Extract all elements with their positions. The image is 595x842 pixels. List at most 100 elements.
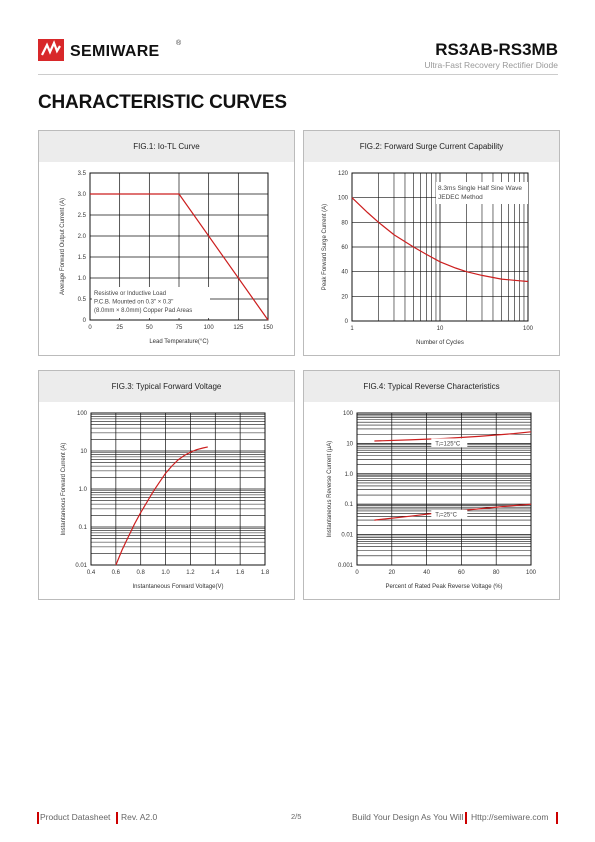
annotation-text: Resistive or Inductive Load [94, 291, 166, 297]
x-tick-label: 10 [437, 326, 444, 332]
y-tick-label: 10 [346, 441, 353, 447]
y-tick-label: 20 [341, 294, 348, 300]
annotation-box [92, 287, 210, 318]
fig2-title: FIG.2: Forward Surge Current Capability [304, 131, 559, 162]
y-tick-label: 100 [77, 411, 88, 417]
y-tick-label: 1.0 [79, 487, 88, 493]
y-tick-label: 1.5 [78, 255, 87, 261]
series-label-box [431, 438, 468, 448]
series-label-box [431, 509, 468, 519]
y-tick-label: 1.0 [345, 472, 354, 478]
y-tick-label: 0.5 [78, 297, 87, 303]
section-title: CHARACTERISTIC CURVES [38, 92, 287, 113]
x-tick-label: 80 [493, 570, 500, 576]
footer-bar [556, 812, 558, 824]
part-subtitle: Ultra-Fast Recovery Rectifier Diode [424, 60, 558, 70]
footer-revision: Rev. A2.0 [121, 812, 158, 822]
x-tick-label: 1.6 [236, 570, 245, 576]
x-tick-label: 20 [388, 570, 395, 576]
x-tick-label: 0.6 [112, 570, 121, 576]
y-tick-label: 2.5 [78, 213, 87, 219]
x-tick-label: 125 [233, 325, 244, 331]
footer-bar [116, 812, 118, 824]
annotation-box [436, 182, 528, 204]
x-tick-label: 50 [146, 325, 153, 331]
x-tick-label: 1.0 [161, 570, 170, 576]
footer-bar [465, 812, 467, 824]
footer-slogan: Build Your Design As You Will [352, 812, 464, 822]
x-tick-label: 100 [523, 326, 534, 332]
x-tick-label: 100 [526, 570, 537, 576]
y-tick-label: 0.01 [75, 563, 87, 569]
plot-frame [89, 172, 269, 321]
series-label: Tⱼ=125°C [435, 441, 461, 447]
footer-bar [37, 812, 39, 824]
y-tick-label: 0 [345, 319, 349, 325]
footer-page-number: 2/5 [291, 812, 302, 821]
x-tick-label: 1.8 [261, 570, 270, 576]
plot-frame [356, 412, 532, 566]
y-tick-label: 0 [83, 318, 87, 324]
x-tick-label: 0 [355, 570, 359, 576]
series-line [90, 193, 269, 321]
y-axis-label: Instantaneous Forward Current (A) [61, 443, 67, 536]
y-tick-label: 1.0 [78, 276, 87, 282]
x-axis-label: Percent of Rated Peak Reverse Voltage (%… [385, 584, 502, 590]
fig3-chart: 0.4 0.6 0.8 1.0 1.2 1.4 1.6 1.8 0.01 0.1 1.0 10 100 I… [61, 411, 270, 590]
y-tick-label: 0.1 [79, 525, 88, 531]
fig1-chart: 0 25 50 75 100 125 150 0 0.5 1.0 1.5 2.0 2.5 3.0 3.5 Le… [60, 171, 274, 345]
annotation-text: JEDEC Method [438, 194, 483, 201]
footer-url[interactable]: Http://semiware.com [471, 812, 549, 822]
y-tick-label: 3.5 [78, 171, 87, 177]
y-tick-label: 80 [341, 220, 348, 226]
x-tick-label: 0 [88, 325, 92, 331]
x-axis-label: Instantaneous Forward Voltage(V) [132, 584, 223, 590]
fig2-chart: 1 10 100 0 20 40 60 80 100 120 Number of Cycles Pea… [322, 171, 534, 346]
annotation-text: 8.3ms Single Half Sine Wave [438, 185, 522, 192]
fig4-panel: FIG.4: Typical Reverse Characteristics 0… [303, 370, 560, 600]
y-tick-label: 100 [338, 196, 349, 202]
fig3-title: FIG.3: Typical Forward Voltage [39, 371, 294, 402]
y-tick-label: 100 [343, 411, 354, 417]
x-tick-label: 75 [176, 325, 183, 331]
fig4-chart: 0 20 40 60 80 100 0.001 0.01 0.1 1.0 10 100 Percent … [327, 411, 537, 590]
series-line [374, 431, 532, 442]
y-tick-label: 0.1 [345, 502, 354, 508]
annotation-text: P.C.B. Mounted on 0.3" × 0.3" [94, 300, 173, 306]
part-number: RS3AB-RS3MB [435, 40, 558, 59]
y-tick-label: 60 [341, 245, 348, 251]
x-tick-label: 100 [204, 325, 215, 331]
plot-frame [351, 172, 529, 322]
x-tick-label: 0.8 [137, 570, 146, 576]
y-axis-label: Peak Forward Surge Current (A) [322, 204, 328, 290]
annotation-text: (8.0mm × 8.0mm) Copper Pad Areas [94, 308, 192, 314]
fig1-panel: FIG.1: Io-TL Curve 0 25 50 75 100 125 150 0 0.5 1… [38, 130, 295, 356]
y-axis-label: Instantaneous Reverse Current (µA) [327, 441, 333, 538]
y-tick-label: 0.01 [341, 533, 353, 539]
fig2-panel: FIG.2: Forward Surge Current Capability … [303, 130, 560, 356]
footer-doc-type: Product Datasheet [40, 812, 111, 822]
x-tick-label: 25 [116, 325, 123, 331]
fig1-title: FIG.1: Io-TL Curve [39, 131, 294, 162]
y-tick-label: 3.0 [78, 192, 87, 198]
y-tick-label: 40 [341, 270, 348, 276]
brand-name: SEMIWARE [70, 43, 160, 60]
y-axis-label: Average Forward Output Current (A) [60, 198, 66, 295]
y-tick-label: 120 [338, 171, 349, 177]
y-tick-label: 10 [80, 449, 87, 455]
registered-mark: ® [176, 40, 182, 47]
series-line [351, 197, 529, 283]
x-axis-label: Lead Temperature(°C) [149, 339, 208, 345]
x-tick-label: 40 [423, 570, 430, 576]
x-tick-label: 1.2 [186, 570, 195, 576]
x-axis-label: Number of Cycles [416, 340, 464, 346]
semiware-logo [38, 39, 64, 61]
x-tick-label: 1.4 [211, 570, 220, 576]
x-tick-label: 1 [350, 326, 354, 332]
series-line [115, 446, 208, 566]
header-divider [38, 74, 558, 75]
y-tick-label: 0.001 [338, 563, 354, 569]
series-label: Tⱼ=25°C [435, 513, 457, 519]
y-tick-label: 2.0 [78, 234, 87, 240]
x-tick-label: 150 [263, 325, 274, 331]
